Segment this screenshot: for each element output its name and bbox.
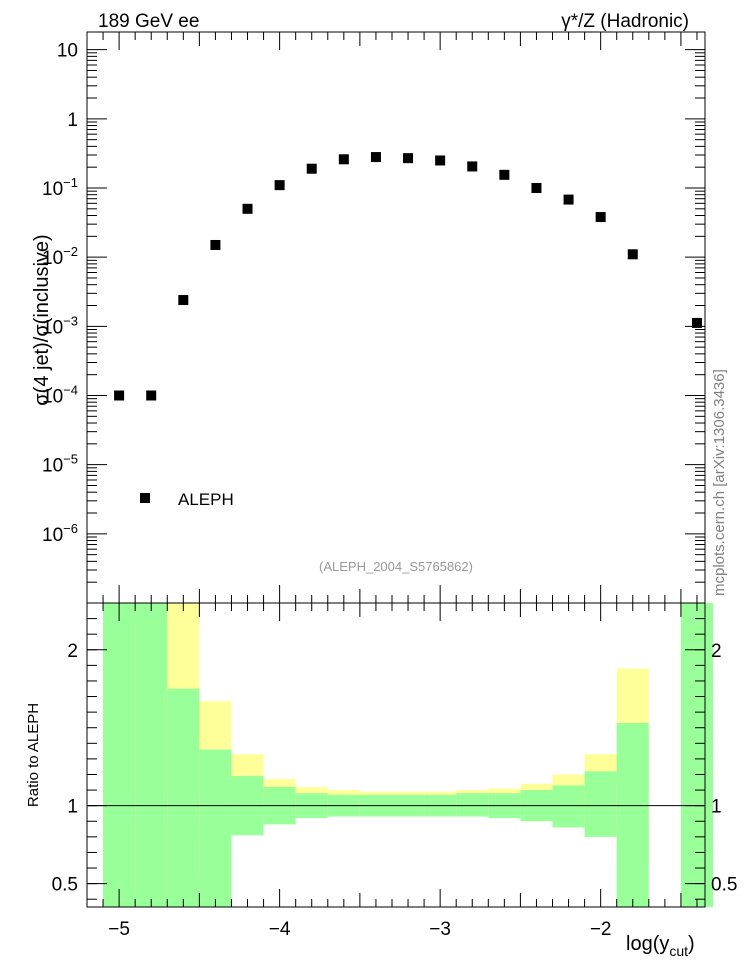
ratio-y-tick-label: 2 — [67, 641, 78, 662]
x-tick-label: −5 — [108, 919, 130, 940]
green-band — [456, 793, 489, 817]
data-point — [563, 194, 574, 205]
y-tick-label: 10−1 — [42, 175, 78, 200]
x-tick-label: −2 — [590, 919, 612, 940]
data-point — [210, 239, 221, 250]
green-band — [199, 749, 232, 907]
y-tick-label: 1 — [67, 110, 78, 131]
data-point — [178, 295, 189, 306]
ratio-y-tick-label-right: 1 — [711, 797, 722, 818]
x-tick-label: −4 — [269, 919, 291, 940]
ratio-x-ticks: −5 −4 −3 −2 — [86, 603, 698, 940]
x-axis-label: log(ycut) — [626, 933, 695, 959]
ratio-y-ticks: 2 2 1 1 0.5 0.5 — [52, 602, 737, 900]
main-panel: 10 1 10−1 10−2 10−3 10−4 10−5 10−6 σ(4 jet)/σ(i… — [31, 31, 706, 604]
data-point — [146, 390, 157, 401]
y-tick-label: 10−4 — [42, 382, 78, 407]
ratio-panel: 2 2 1 1 0.5 0.5 −5 −4 −3 −2 Ratio to ALEPH log(y… — [25, 602, 737, 959]
y-tick-label: 10−5 — [42, 452, 78, 477]
data-point — [691, 317, 702, 328]
main-y-ticks: 10 1 10−1 10−2 10−3 10−4 10−5 10−6 — [42, 41, 705, 583]
green-band — [616, 723, 649, 907]
y-tick-label: 10 — [57, 41, 78, 62]
ratio-bands — [103, 603, 714, 907]
ratio-y-tick-label-right: 0.5 — [711, 875, 737, 896]
legend-marker — [140, 493, 150, 503]
main-frame — [86, 31, 706, 604]
ratio-y-tick-label: 1 — [67, 797, 78, 818]
data-point — [403, 153, 414, 164]
data-point — [627, 249, 638, 260]
data-point — [338, 154, 349, 165]
data-point — [306, 163, 317, 174]
ratio-y-tick-label: 0.5 — [52, 875, 78, 896]
main-x-ticks — [86, 32, 698, 603]
data-point — [531, 182, 542, 193]
data-point — [274, 180, 285, 191]
ratio-y-axis-label: Ratio to ALEPH — [25, 703, 42, 807]
ratio-frame — [86, 602, 706, 908]
x-tick-label: −3 — [429, 919, 451, 940]
data-point — [242, 203, 253, 214]
y-tick-label: 10−3 — [42, 313, 78, 338]
header-right: γ*/Z (Hadronic) — [561, 11, 689, 32]
green-band — [135, 603, 168, 907]
green-band — [680, 603, 714, 907]
green-band — [103, 603, 136, 907]
green-band — [584, 771, 617, 837]
y-tick-label: 10−2 — [42, 244, 78, 269]
ratio-y-tick-label-right: 2 — [711, 641, 722, 662]
data-point — [595, 212, 606, 223]
header-left: 189 GeV ee — [98, 11, 199, 32]
green-band — [167, 688, 200, 907]
data-point — [435, 155, 446, 166]
data-points — [114, 152, 702, 401]
y-tick-label: 10−6 — [42, 521, 78, 546]
watermark: mcplots.cern.ch [arXiv:1306.3436] — [711, 369, 728, 596]
data-point — [467, 161, 478, 172]
legend-label: ALEPH — [178, 490, 234, 509]
data-point — [499, 169, 510, 180]
data-point — [370, 152, 381, 163]
main-y-axis-label: σ(4 jet)/σ(inclusive) — [31, 234, 53, 405]
analysis-id: (ALEPH_2004_S5765862) — [319, 559, 473, 574]
data-point — [114, 390, 125, 401]
green-band — [552, 785, 585, 828]
